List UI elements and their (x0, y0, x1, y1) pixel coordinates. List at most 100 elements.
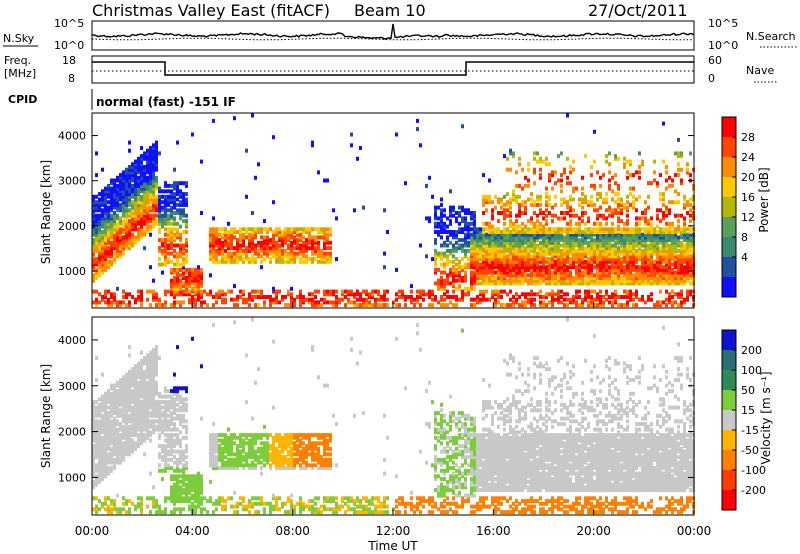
power-cell (152, 156, 155, 161)
power-cell (629, 273, 632, 278)
power-cell (665, 243, 668, 248)
power-cell (134, 162, 137, 167)
power-cell (494, 251, 497, 256)
power-cell (218, 248, 221, 253)
power-cell (179, 273, 182, 278)
power-cell (92, 265, 95, 270)
power-cell (173, 197, 176, 202)
power-cell (443, 243, 446, 248)
power-cell (215, 230, 218, 234)
power-cell (92, 259, 95, 264)
velocity-cell (137, 369, 140, 374)
power-cell (518, 235, 521, 240)
power-cell (503, 230, 506, 234)
power-cell (491, 230, 494, 234)
power-cell (515, 170, 518, 175)
power-cell (149, 151, 152, 156)
power-cell (266, 227, 269, 232)
power-cell (641, 276, 644, 280)
velocity-cell (92, 424, 95, 429)
power-colorbar-label: 28 (741, 131, 755, 144)
power-cell (473, 216, 476, 221)
power-cell (662, 248, 665, 253)
power-cell (611, 248, 614, 253)
power-cell (527, 281, 530, 286)
velocity-cell (143, 378, 146, 383)
power-cell (659, 248, 662, 253)
power-cell (113, 292, 116, 297)
power-cell (317, 289, 320, 294)
power-cell (146, 216, 149, 221)
power-cell (152, 297, 155, 302)
velocity-cell (152, 422, 155, 427)
velocity-cell (95, 507, 98, 512)
power-cell (185, 259, 188, 264)
power-cell (329, 289, 332, 294)
power-cell (662, 240, 665, 245)
velocity-cell (143, 416, 146, 421)
velocity-cell (104, 455, 107, 460)
power-cell (665, 235, 668, 240)
power-cell (275, 295, 278, 299)
power-cell (659, 265, 662, 270)
velocity-cell (107, 441, 110, 446)
power-cell (170, 278, 173, 283)
power-cell (164, 208, 167, 213)
power-cell (200, 278, 203, 283)
power-cell (605, 265, 608, 270)
power-cell (443, 284, 446, 289)
velocity-cell (101, 463, 104, 468)
power-cell (596, 216, 599, 221)
velocity-cell (92, 457, 95, 462)
power-cell (482, 265, 485, 270)
power-cell (566, 235, 569, 240)
velocity-cell (137, 405, 140, 410)
power-cell (533, 240, 536, 245)
power-cell (620, 235, 623, 240)
velocity-cell (122, 380, 125, 385)
power-cell (248, 297, 251, 302)
power-cell (239, 246, 242, 251)
power-cell (551, 257, 554, 262)
power-cell (548, 246, 551, 251)
power-cell (140, 154, 143, 159)
power-cell (560, 189, 563, 194)
power-cell (650, 251, 653, 256)
power-cell (143, 192, 146, 197)
power-cell (668, 300, 671, 305)
power-cell (155, 167, 158, 172)
power-cell (107, 208, 110, 213)
power-cell (554, 170, 557, 175)
power-cell (590, 240, 593, 245)
power-cell (614, 235, 617, 240)
power-cell (440, 227, 443, 232)
velocity-cell (152, 372, 155, 377)
velocity-cell (110, 386, 113, 391)
power-cell (644, 200, 647, 205)
power-cell (119, 192, 122, 197)
power-cell (137, 189, 140, 194)
velocity-cell (116, 449, 119, 454)
power-cell (611, 211, 614, 215)
noise-search-line (91, 37, 694, 41)
power-cell (569, 300, 572, 305)
power-cell (224, 300, 227, 305)
power-cell (668, 254, 671, 259)
power-cell (680, 267, 683, 272)
power-cell (230, 227, 233, 232)
power-cell (323, 251, 326, 256)
power-cell (566, 259, 569, 264)
power-cell (506, 259, 509, 264)
power-cell (641, 265, 644, 270)
power-cell (530, 243, 533, 248)
power-cell (641, 211, 644, 215)
power-cell (512, 278, 515, 283)
power-cell (530, 289, 533, 294)
power-cell (116, 232, 119, 237)
power-cell (509, 273, 512, 278)
power-cell (530, 197, 533, 202)
velocity-cell (95, 408, 98, 413)
power-cell (563, 297, 566, 302)
power-cell (479, 232, 482, 237)
power-cell (140, 211, 143, 215)
